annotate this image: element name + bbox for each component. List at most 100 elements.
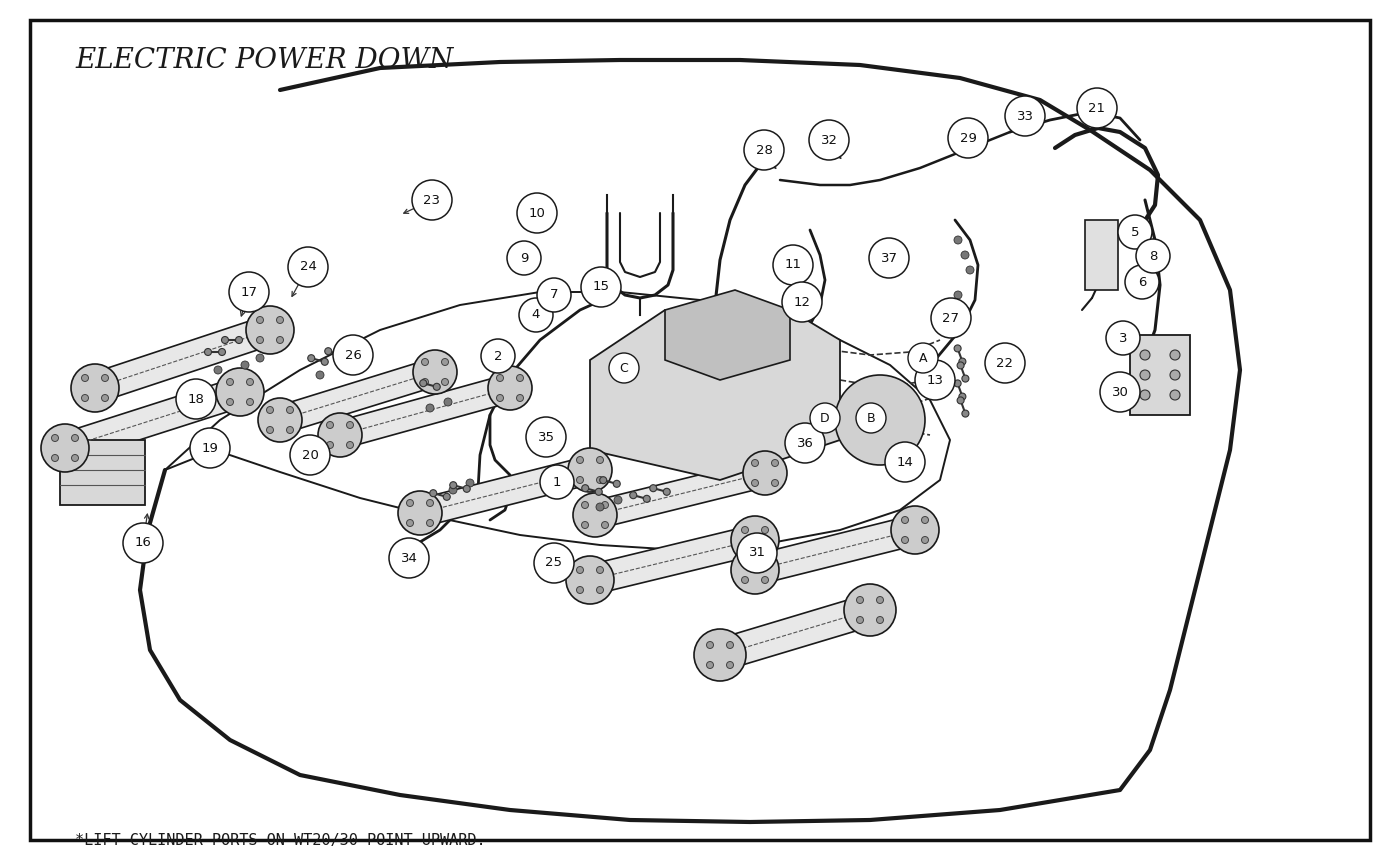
Circle shape xyxy=(246,379,253,386)
Circle shape xyxy=(308,355,315,362)
Polygon shape xyxy=(592,460,769,529)
Polygon shape xyxy=(715,595,875,670)
Circle shape xyxy=(540,465,574,499)
Circle shape xyxy=(742,577,749,583)
Polygon shape xyxy=(1130,335,1190,415)
Circle shape xyxy=(595,488,602,495)
Text: 29: 29 xyxy=(959,132,976,145)
Circle shape xyxy=(890,506,939,554)
Circle shape xyxy=(339,351,346,358)
Circle shape xyxy=(517,375,524,381)
Circle shape xyxy=(538,278,571,312)
Circle shape xyxy=(421,358,428,366)
Circle shape xyxy=(762,546,769,553)
Circle shape xyxy=(902,517,909,524)
Circle shape xyxy=(326,441,333,448)
Circle shape xyxy=(731,546,778,594)
Text: 22: 22 xyxy=(997,356,1014,369)
Circle shape xyxy=(844,584,896,636)
Circle shape xyxy=(227,379,234,386)
Polygon shape xyxy=(60,440,146,505)
Circle shape xyxy=(602,501,609,509)
Text: 17: 17 xyxy=(241,285,258,298)
Circle shape xyxy=(577,586,584,594)
Circle shape xyxy=(489,366,532,410)
Circle shape xyxy=(277,316,284,323)
Circle shape xyxy=(482,339,515,373)
Text: 36: 36 xyxy=(797,436,813,449)
Circle shape xyxy=(430,490,437,497)
Text: 5: 5 xyxy=(1131,225,1140,238)
Circle shape xyxy=(1119,215,1152,249)
Circle shape xyxy=(444,493,451,500)
Circle shape xyxy=(953,291,962,299)
Circle shape xyxy=(785,423,825,463)
Circle shape xyxy=(287,427,294,434)
Circle shape xyxy=(318,413,363,457)
Polygon shape xyxy=(60,378,245,462)
Circle shape xyxy=(742,526,749,533)
Circle shape xyxy=(497,394,504,401)
Circle shape xyxy=(463,486,470,492)
Circle shape xyxy=(731,516,778,564)
Circle shape xyxy=(958,362,965,369)
Circle shape xyxy=(71,454,78,461)
Text: 10: 10 xyxy=(529,206,546,219)
Circle shape xyxy=(519,298,553,332)
Circle shape xyxy=(449,486,456,494)
Circle shape xyxy=(902,537,909,544)
Text: 34: 34 xyxy=(400,551,417,564)
Text: 24: 24 xyxy=(300,260,316,273)
Text: 8: 8 xyxy=(1149,250,1158,263)
Circle shape xyxy=(742,546,749,553)
Circle shape xyxy=(955,380,962,387)
Circle shape xyxy=(762,557,769,564)
Circle shape xyxy=(1100,372,1140,412)
Circle shape xyxy=(1170,390,1180,400)
Circle shape xyxy=(256,336,263,343)
Text: 13: 13 xyxy=(927,374,944,387)
Circle shape xyxy=(876,596,883,603)
Circle shape xyxy=(885,442,925,482)
Text: *LIFT CYLINDER PORTS ON WT20/30 POINT UPWARD.: *LIFT CYLINDER PORTS ON WT20/30 POINT UP… xyxy=(76,832,486,848)
Circle shape xyxy=(287,407,294,414)
Text: D: D xyxy=(820,412,830,425)
Circle shape xyxy=(615,496,622,504)
Circle shape xyxy=(427,499,434,506)
Circle shape xyxy=(266,427,273,434)
Circle shape xyxy=(857,616,864,623)
Circle shape xyxy=(743,451,787,495)
Text: 18: 18 xyxy=(188,393,204,406)
Circle shape xyxy=(650,485,657,492)
Circle shape xyxy=(596,477,603,484)
Text: C: C xyxy=(620,362,629,375)
Circle shape xyxy=(921,537,928,544)
Circle shape xyxy=(102,375,109,381)
Circle shape xyxy=(316,371,323,379)
Polygon shape xyxy=(417,456,594,526)
Circle shape xyxy=(809,120,848,160)
Circle shape xyxy=(613,480,620,487)
Circle shape xyxy=(221,336,228,343)
Circle shape xyxy=(333,335,372,375)
Circle shape xyxy=(497,375,504,381)
Text: 23: 23 xyxy=(423,193,441,206)
Circle shape xyxy=(342,364,349,372)
Circle shape xyxy=(596,503,603,511)
Circle shape xyxy=(406,499,413,506)
Circle shape xyxy=(581,501,588,509)
Text: 27: 27 xyxy=(942,311,959,324)
Circle shape xyxy=(573,493,617,537)
Circle shape xyxy=(857,596,864,603)
Circle shape xyxy=(81,375,88,381)
Circle shape xyxy=(1170,350,1180,360)
Circle shape xyxy=(736,533,777,573)
Circle shape xyxy=(1106,321,1140,355)
Text: 7: 7 xyxy=(550,289,559,302)
Circle shape xyxy=(752,479,759,486)
Circle shape xyxy=(948,118,988,158)
Circle shape xyxy=(643,495,650,502)
Circle shape xyxy=(176,379,216,419)
Circle shape xyxy=(1140,370,1149,380)
Circle shape xyxy=(123,523,162,563)
